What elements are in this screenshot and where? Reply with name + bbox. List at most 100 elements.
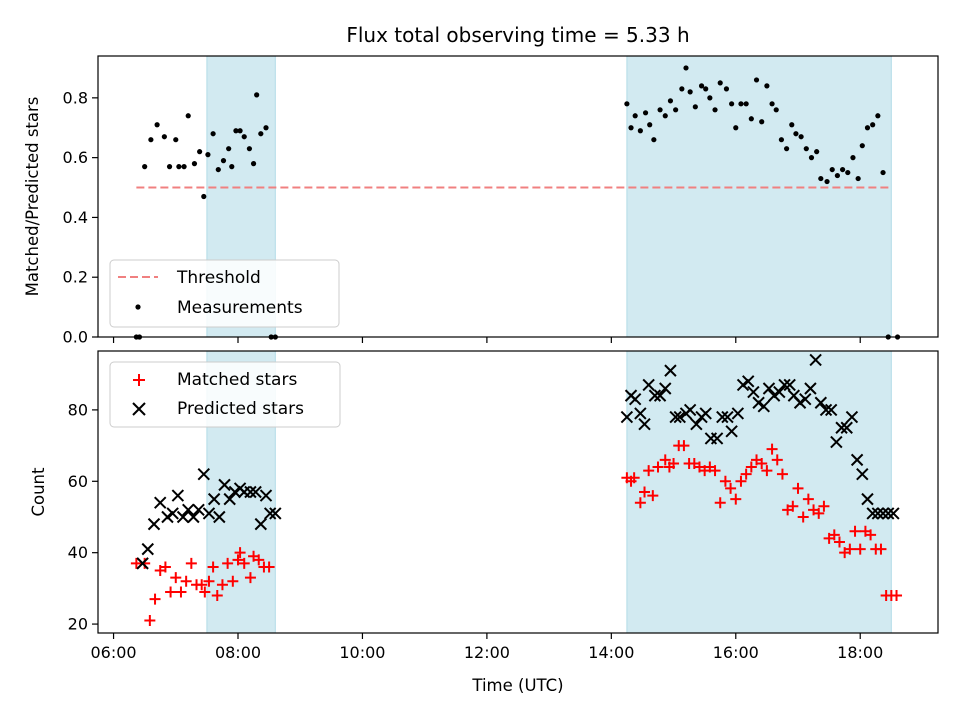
predicted-star-point [192,503,205,517]
matched-star-point [865,529,877,541]
measurement-point [185,113,191,119]
matched-star-point [185,557,197,569]
ratio-span-2 [626,55,892,338]
predicted-star-point [638,417,651,431]
count-x-tick-label: 12:00 [464,643,510,662]
measurement-point [773,107,779,113]
matched-star-point [139,557,151,569]
matched-star-point [730,493,742,505]
predicted-star-point [176,510,190,524]
predicted-star-point [669,410,682,424]
measurement-point [855,175,861,182]
measurement-point [783,146,790,152]
predicted-star-point [773,385,786,399]
measurement-point [181,164,187,170]
matched-star-point [180,575,192,587]
measurement-point [829,166,835,173]
measurement-point [233,128,239,134]
predicted-star-point [861,492,874,506]
predicted-star-point [154,496,167,509]
matched-star-point [207,561,219,573]
measurement-point [148,137,154,143]
measurement-point [733,125,739,131]
matched-star-point [797,511,809,523]
predicted-star-point [223,492,236,506]
matched-star-point [639,486,651,498]
count-x-tick-label: 18:00 [837,643,883,662]
measurement-point [703,86,709,92]
measurement-point [246,146,253,152]
threshold-legend-label: Threshold [176,268,261,288]
measurement-point [793,131,799,137]
measurement-point [875,113,881,119]
measurement-point [738,101,744,107]
predicted-star-point [182,503,195,517]
predicted-star-point [664,364,677,377]
ratio-legend-box [109,259,340,328]
matched-star-point [761,465,773,477]
measurement-point [712,107,718,113]
matched-star-point [735,475,747,487]
measurement-point [698,83,705,89]
matched-star-point [818,500,830,512]
predicted-star-point [876,507,890,520]
predicted-star-point [783,378,796,392]
measurement-point [237,128,243,134]
measurement-point [205,152,211,158]
predicted-star-point [793,396,807,409]
matched-star-point [211,590,223,602]
matched-star-point [833,536,845,548]
matched-star-point [170,572,182,584]
ratio-y-tick-label: 0.2 [63,268,88,287]
matched-star-point [844,543,856,555]
matched-star-point [628,472,640,484]
measurement-point [803,146,809,152]
predicted-star-point [835,421,848,434]
matched-star-point [849,525,861,537]
predicted-star-point [736,378,750,392]
measurement-point [814,149,820,155]
predicted-star-point [887,507,900,520]
measurement-point [229,164,235,170]
matched-star-point [787,500,799,512]
predicted-star-point [263,507,277,520]
matched-star-point [227,575,239,587]
predicted-star-point [716,410,729,424]
measurement-point [870,122,876,128]
measurement-point [683,65,689,71]
matched-star-point [253,554,265,566]
measurement-point [624,101,630,107]
predicted-star-point [721,410,734,424]
measurement-point [226,146,232,152]
count-y-tick-label: 60 [68,472,88,491]
predicted-star-point [218,478,231,492]
matched-star-point [149,593,161,605]
measurement-point [250,161,257,167]
predicted-star-point [856,467,869,481]
matched-star-point [659,454,671,466]
matched-star-point [643,465,655,477]
predicted-star-point [197,467,210,481]
predicted-star-point [767,389,781,402]
predicted-star-point [830,435,843,449]
matched-star-point [678,440,690,452]
measurement-point [850,155,856,161]
predicted-star-point [659,382,672,395]
matched-star-point [647,490,659,502]
matched-star-point [159,561,171,573]
predicted-star-point [757,400,770,413]
predicted-star-point [804,382,817,395]
measurement-point [651,137,657,143]
predicted-star-point [147,517,161,531]
measurement-point [723,86,730,92]
measurement-point [673,107,679,113]
count-x-tick-label: 06:00 [91,643,137,662]
count-legend: Matched stars Predicted stars [109,361,341,428]
measurement-point [880,169,886,176]
count-y-axis-label: Count [29,467,48,517]
count-x-tick-label: 14:00 [588,643,634,662]
matched-star-point [199,586,211,598]
matched-star-point [891,590,903,602]
predicted-star-point [742,375,755,388]
